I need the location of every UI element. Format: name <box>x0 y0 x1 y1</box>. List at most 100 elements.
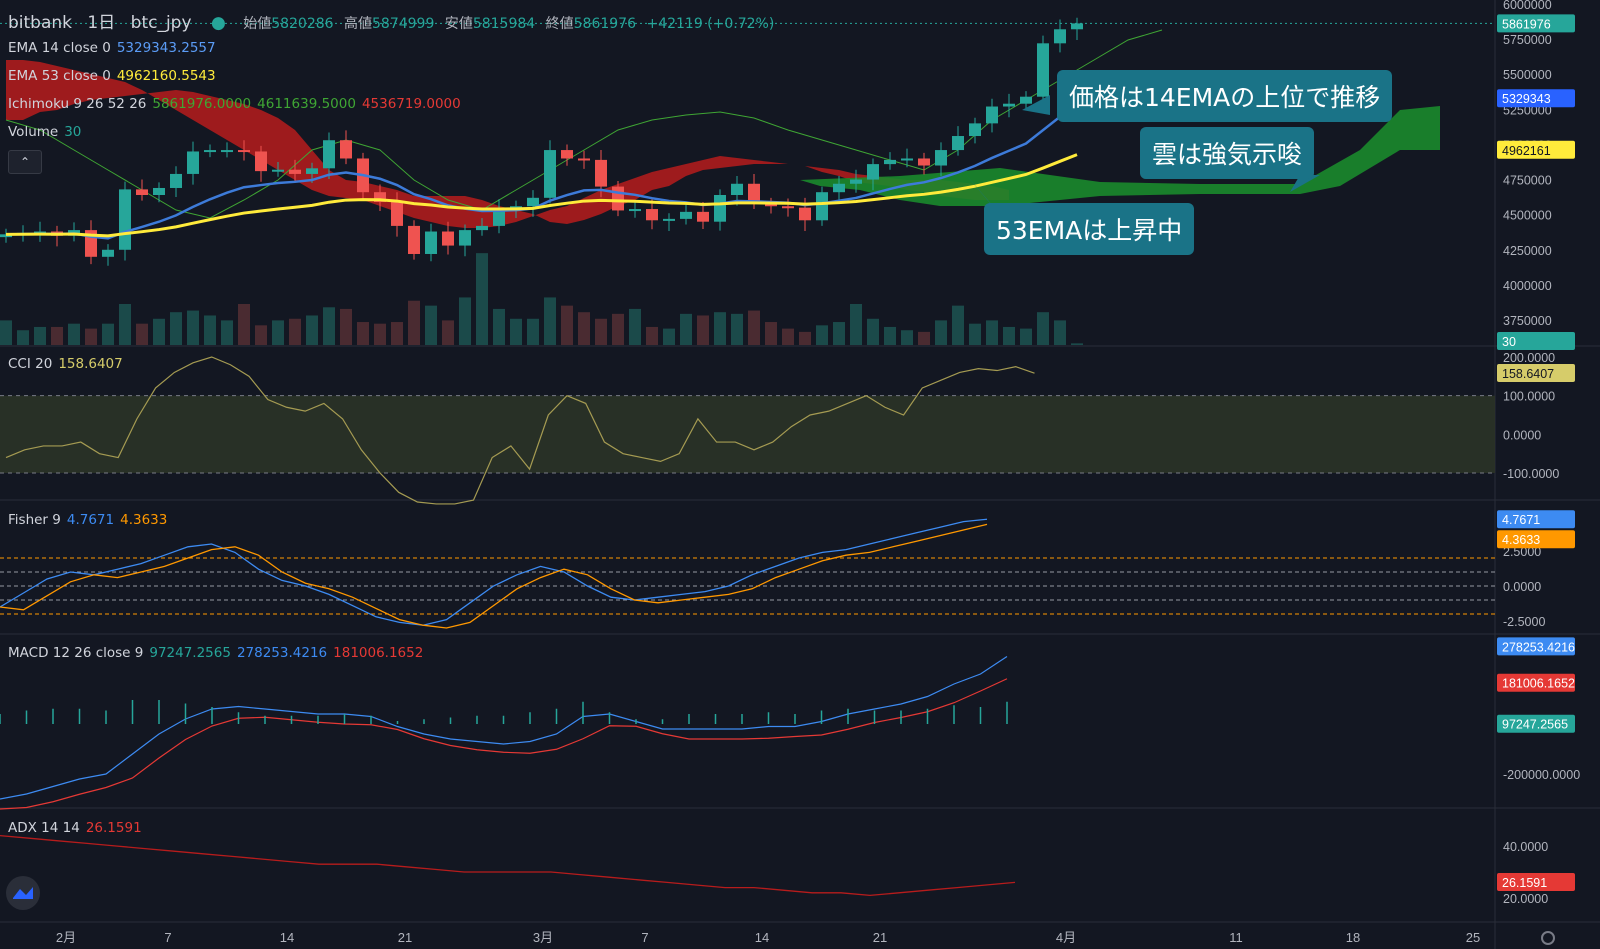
chevron-up-icon[interactable]: ⌃ <box>8 150 42 174</box>
candle-body <box>136 189 148 196</box>
symbol-name[interactable]: btc_jpy <box>130 13 192 33</box>
volume-bar <box>17 330 29 345</box>
volume-bar <box>1003 326 1015 345</box>
candle-body <box>578 158 590 161</box>
high-label: 高値 <box>344 16 373 32</box>
candle-body <box>272 169 284 172</box>
ema14-value: 5329343.2557 <box>116 40 216 56</box>
ema53-badge-bg <box>1497 140 1575 159</box>
volume-legend[interactable]: Volume 30 <box>8 124 87 140</box>
volume-bar <box>969 323 981 345</box>
volume-bar <box>238 304 250 345</box>
macd-badge-3-bg <box>1497 714 1575 733</box>
symbol-header: bitbank 1日 btc_jpy ● 始値5820286 高値5874999… <box>8 8 774 33</box>
volume-bar <box>782 328 794 345</box>
volume-value: 30 <box>64 124 82 140</box>
annotation-cloud[interactable]: 雲は強気示唆 <box>1140 127 1315 179</box>
low-value: 5815984 <box>472 16 536 32</box>
volume-bar <box>153 318 165 345</box>
volume-bar <box>850 304 862 345</box>
macd-badge-1-bg <box>1497 637 1575 656</box>
volume-bar <box>170 312 182 345</box>
macd-value-3: 181006.1652 <box>333 645 424 661</box>
time-axis-label: 4月 <box>1056 930 1076 945</box>
candle-body <box>493 209 505 226</box>
exchange-name[interactable]: bitbank <box>8 13 73 33</box>
time-axis-label: 7 <box>641 930 648 945</box>
cci-badge: 158.6407 <box>1502 367 1554 381</box>
ichimoku-cloud-bearish <box>6 60 1009 228</box>
volume-bar <box>493 308 505 345</box>
macd-badge-1: 278253.4216 <box>1502 640 1575 654</box>
macd-badge-3: 97247.2565 <box>1502 718 1568 732</box>
candle-body <box>1037 43 1049 97</box>
last-price-badge: 5861976 <box>1502 17 1551 31</box>
volume-bar <box>68 323 80 345</box>
volume-badge-bg <box>1497 332 1575 350</box>
fisher-value-2: 4.3633 <box>120 512 168 528</box>
cci-value: 158.6407 <box>58 356 123 372</box>
interval[interactable]: 1日 <box>87 13 116 33</box>
ichimoku-value-3: 4536719.0000 <box>361 96 461 112</box>
ichimoku-value-1: 5861976.0000 <box>152 96 252 112</box>
volume-bar <box>408 300 420 345</box>
ichimoku-label: Ichimoku 9 26 52 26 <box>8 96 147 112</box>
close-value: 5861976 <box>573 16 636 32</box>
volume-bar <box>527 318 539 345</box>
candle-body <box>187 151 199 174</box>
logo-mark-icon <box>13 887 33 899</box>
high-value: 5874999 <box>372 16 435 32</box>
adx-axis-label: 40.0000 <box>1503 840 1548 854</box>
volume-bar <box>510 318 522 345</box>
candle-body <box>544 150 556 198</box>
annotation-price-pointer <box>1022 95 1050 115</box>
candle-body <box>935 150 947 166</box>
volume-bar <box>714 312 726 345</box>
fisher-badge-2: 4.3633 <box>1502 533 1540 547</box>
open-label: 始値 <box>243 16 272 32</box>
ichimoku-legend[interactable]: Ichimoku 9 26 52 26 5861976.0000 4611639.5… <box>8 96 467 112</box>
cci-badge-bg <box>1497 364 1575 383</box>
volume-bar <box>595 318 607 345</box>
candle-body <box>170 173 182 188</box>
volume-bar <box>136 323 148 345</box>
volume-bar <box>306 315 318 345</box>
time-axis-label: 21 <box>873 930 887 945</box>
candle-body <box>952 136 964 151</box>
candle-body <box>102 249 114 257</box>
volume-bar <box>578 312 590 345</box>
ema14-line <box>5 103 1078 240</box>
tradingview-logo[interactable] <box>6 876 40 910</box>
ichimoku-cloud-bullish <box>800 106 1440 206</box>
time-axis-label: 14 <box>755 930 769 945</box>
volume-badge: 30 <box>1502 335 1516 349</box>
volume-bar <box>884 326 896 345</box>
candle-body <box>918 158 930 166</box>
volume-bar <box>374 323 386 345</box>
volume-bar <box>901 330 913 345</box>
adx-value: 26.1591 <box>85 820 142 836</box>
annotation-ema53[interactable]: 53EMAは上昇中 <box>984 203 1195 255</box>
cci-legend[interactable]: CCI 20 158.6407 <box>8 356 129 372</box>
ema53-legend[interactable]: EMA 53 close 0 4962160.5543 <box>8 68 222 84</box>
volume-bar <box>799 331 811 345</box>
candle-body <box>408 225 420 254</box>
candle-body <box>799 207 811 221</box>
volume-label: Volume <box>8 124 59 140</box>
settings-gear-icon <box>1541 931 1555 945</box>
fisher-value-1: 4.7671 <box>66 512 115 528</box>
candle-body <box>0 234 12 238</box>
fisher-badge-1: 4.7671 <box>1502 513 1540 527</box>
candle-body <box>833 183 845 193</box>
adx-legend[interactable]: ADX 14 14 26.1591 <box>8 820 148 836</box>
last-price-badge-bg <box>1497 14 1575 33</box>
open-value: 5820286 <box>271 16 334 32</box>
ema14-legend[interactable]: EMA 14 close 0 5329343.2557 <box>8 40 222 56</box>
volume-bar <box>935 320 947 345</box>
volume-bar <box>986 320 998 345</box>
macd-legend[interactable]: MACD 12 26 close 9 97247.2565 278253.4216 1… <box>8 645 429 661</box>
ema14-label: EMA 14 close 0 <box>8 40 111 56</box>
fisher-legend[interactable]: Fisher 9 4.7671 4.3633 <box>8 512 173 528</box>
annotation-price[interactable]: 価格は14EMAの上位で推移 <box>1057 70 1393 122</box>
